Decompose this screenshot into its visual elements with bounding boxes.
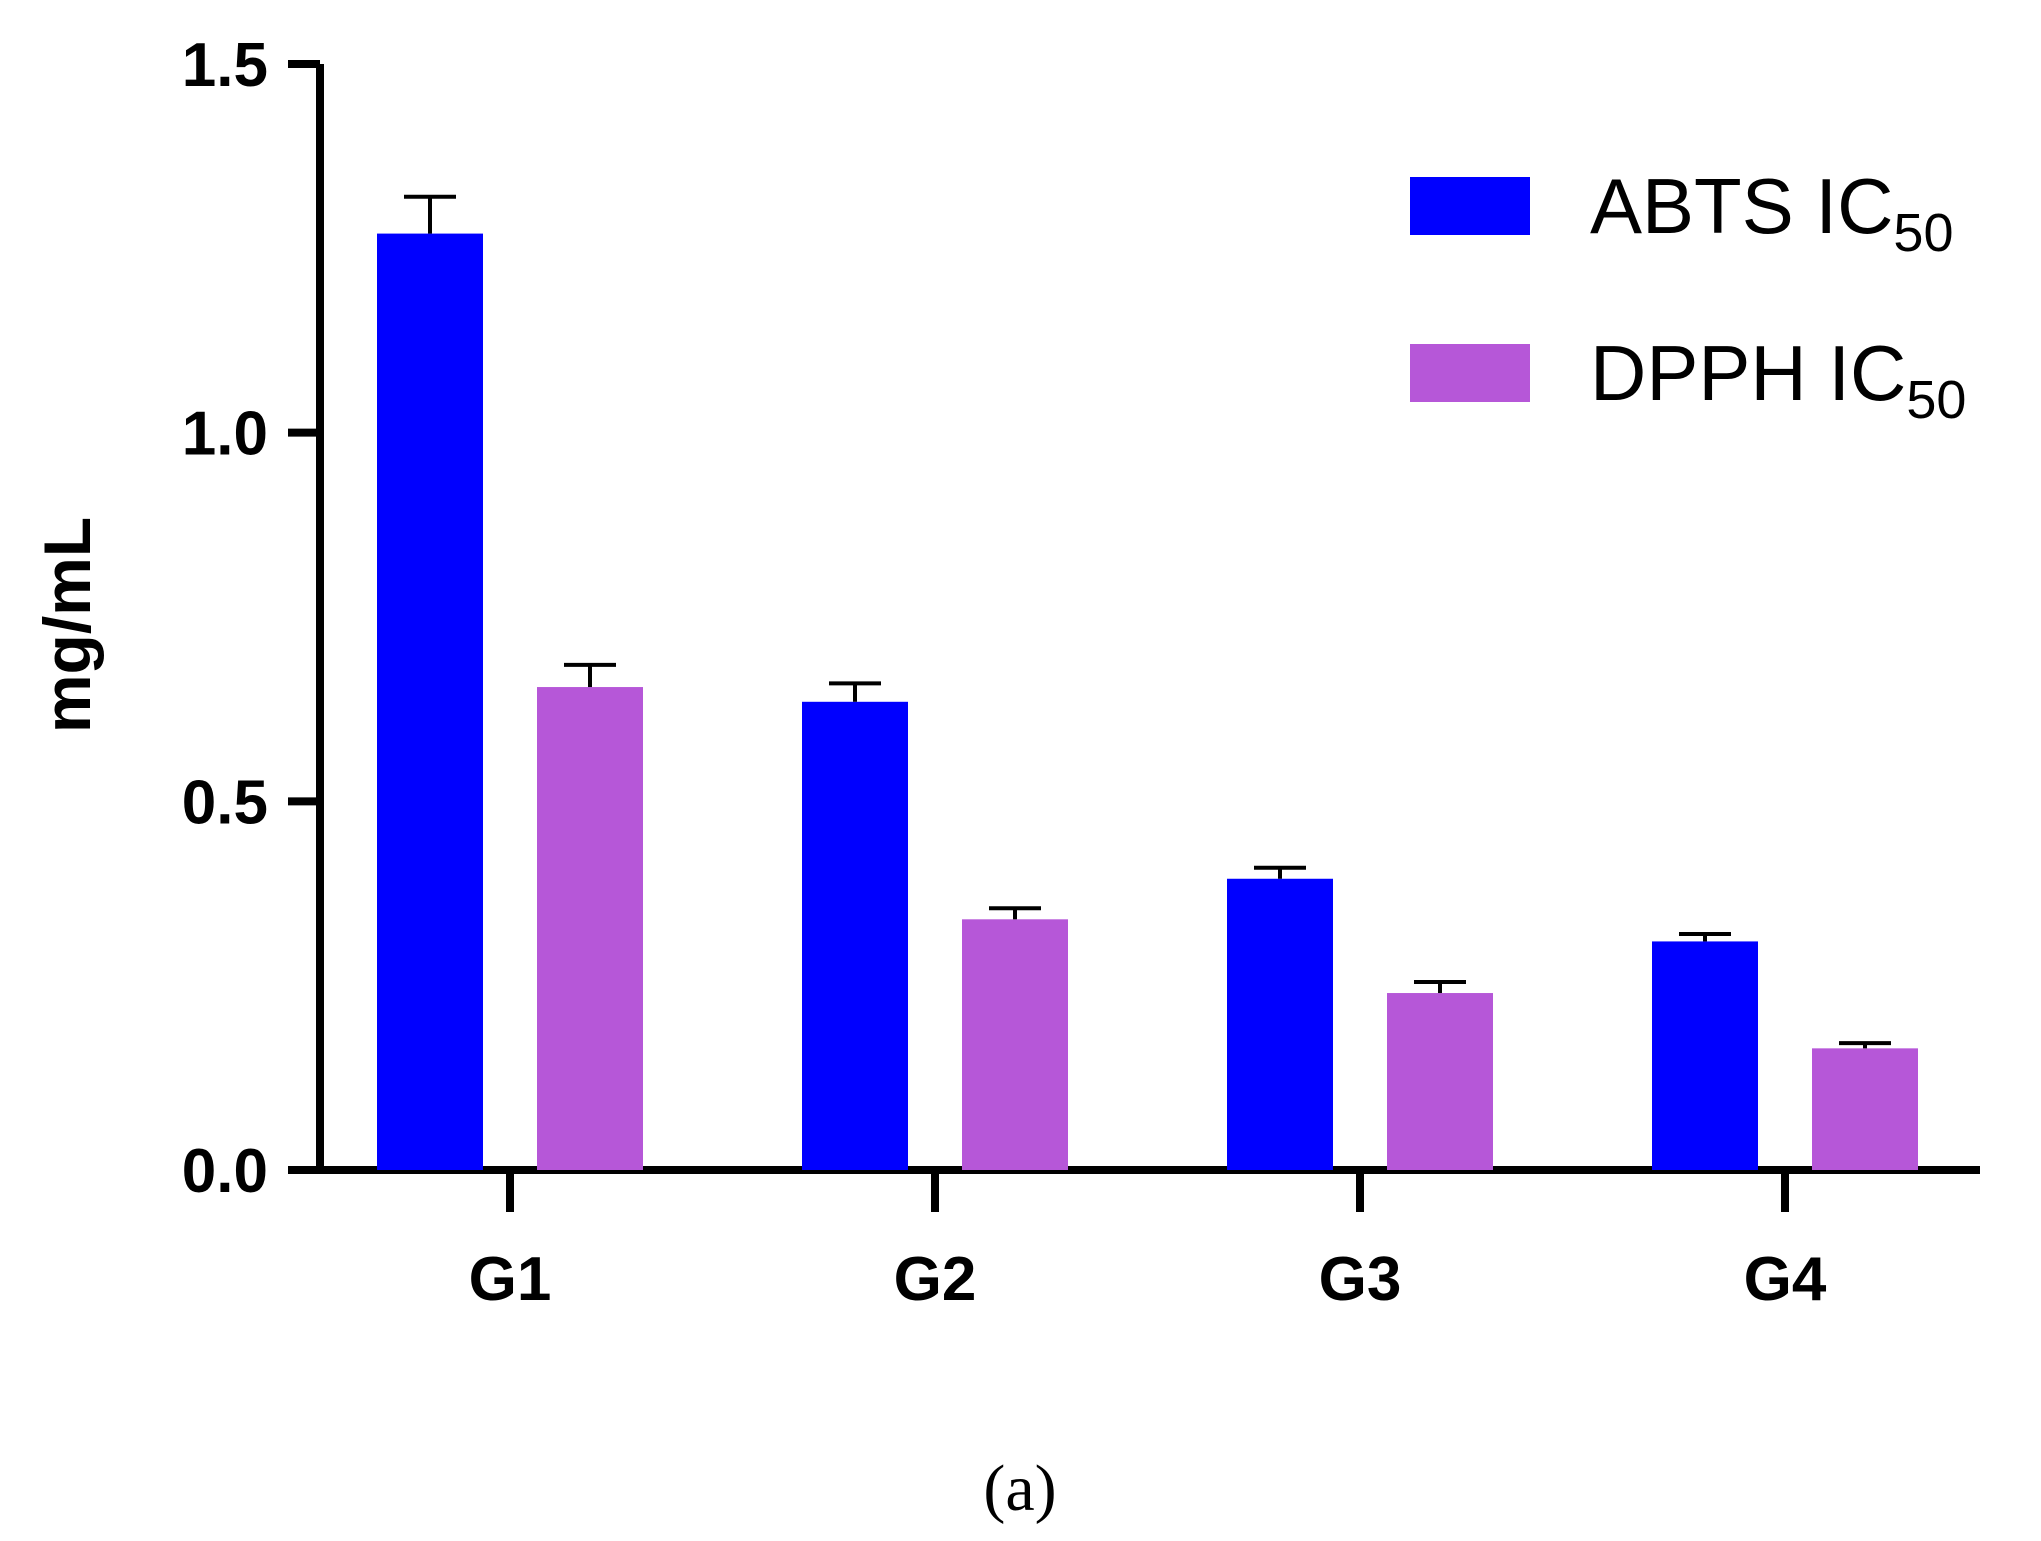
bar-abts-g4: [1652, 941, 1758, 1170]
bar-dpph-g2: [962, 919, 1068, 1170]
y-tick-label: 0.5: [182, 768, 268, 837]
y-axis-title: mg/mL: [30, 517, 104, 733]
error-bars: [404, 194, 1891, 1049]
legend-swatch-dpph: [1410, 344, 1530, 402]
bar-abts-g2: [802, 701, 908, 1170]
bar-dpph-g3: [1387, 993, 1493, 1170]
legend: ABTS IC50 DPPH IC50: [1410, 162, 1966, 430]
y-tick-label: 1.5: [182, 31, 268, 100]
x-tick-label: G3: [1319, 1245, 1402, 1314]
legend-label-abts: ABTS IC50: [1590, 162, 1953, 263]
x-ticks: G1 G2 G3 G4: [469, 1170, 1827, 1314]
bar-dpph-g4: [1812, 1048, 1918, 1170]
legend-label-dpph: DPPH IC50: [1590, 329, 1966, 430]
y-ticks: 0.0 0.5 1.0 1.5: [182, 31, 320, 1206]
bar-abts-g3: [1227, 878, 1333, 1170]
legend-swatch-abts: [1410, 177, 1530, 235]
bar-abts-g1: [377, 233, 483, 1170]
x-tick-label: G4: [1744, 1245, 1827, 1314]
bar-dpph-g1: [537, 687, 643, 1170]
bars: [377, 233, 1918, 1170]
y-tick-label: 0.0: [182, 1137, 268, 1206]
x-tick-label: G1: [469, 1245, 552, 1314]
y-tick-label: 1.0: [182, 400, 268, 469]
x-tick-label: G2: [894, 1245, 977, 1314]
panel-label: (a): [983, 1452, 1056, 1525]
